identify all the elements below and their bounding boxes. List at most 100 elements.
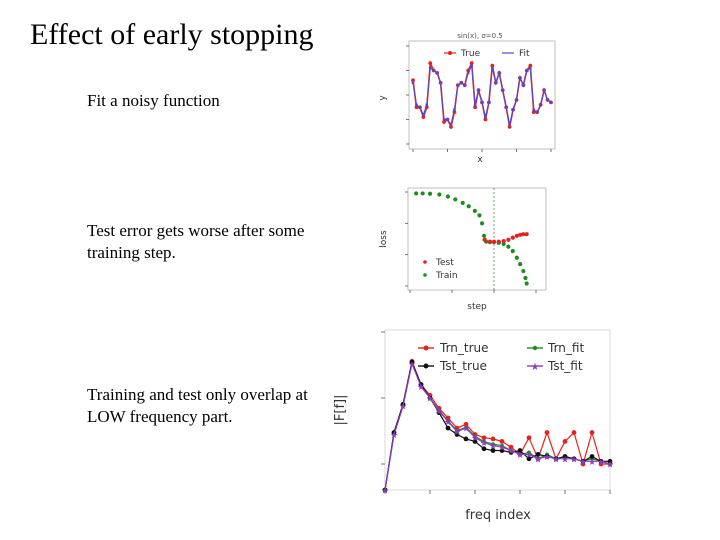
plot-area: [408, 40, 556, 150]
data-point-train: [518, 261, 523, 267]
legend-true-marker: [448, 51, 452, 55]
data-point-fit: [449, 123, 453, 126]
data-point-tst-fit: ★: [390, 431, 398, 441]
data-point-fit: [539, 103, 542, 107]
data-point-fit: [470, 64, 473, 67]
data-point-tst-fit: ★: [498, 444, 506, 454]
legend-test: Test: [435, 258, 454, 268]
data-point-fit: [453, 108, 456, 111]
data-point-tst-fit: ★: [534, 455, 542, 465]
data-point-true: [421, 115, 426, 119]
data-point-tst-true: [481, 446, 487, 452]
data-point-train: [477, 213, 482, 218]
data-point-fit: [487, 101, 491, 104]
data-point-train: [437, 192, 442, 197]
data-point-tst-fit: ★: [489, 442, 497, 452]
data-point-fit: [546, 98, 549, 102]
data-point-fit: [411, 81, 415, 85]
sin-fit-chart: sin(x), σ=0.5 True Fit x y: [378, 32, 556, 162]
bullet-test-error: Test error gets worse after some trainin…: [87, 221, 305, 262]
data-point-train: [445, 194, 451, 199]
data-point-train: [479, 221, 485, 226]
data-point-fit: [480, 101, 484, 104]
data-point-fit: [432, 69, 435, 72]
data-point-tst-fit: ★: [543, 453, 551, 463]
data-point-test: [518, 232, 523, 237]
legend-tst-fit: Tst_fit: [547, 359, 583, 373]
data-point-trn-true: [481, 435, 487, 441]
data-point-tst-true: [535, 451, 541, 457]
data-point-tst-fit: ★: [570, 455, 578, 465]
legend-tst-fit-marker: ★: [531, 362, 540, 373]
data-point-trn-true: [589, 430, 595, 435]
series-line-tst-fit: [384, 361, 611, 491]
data-point-true: [483, 117, 488, 122]
legend-true: True: [460, 49, 481, 59]
data-point-true: [507, 124, 512, 129]
data-point-tst-true: [463, 436, 469, 442]
data-point-fit: [477, 88, 480, 92]
data-point-fit: [466, 71, 470, 75]
data-point-fit: [484, 115, 487, 119]
data-point-trn-true: [571, 430, 577, 435]
y-axis-label: y: [378, 95, 388, 101]
data-point-test: [501, 239, 506, 244]
data-point-fit: [460, 81, 463, 85]
data-point-tst-true: [409, 359, 415, 365]
data-point-fit: [418, 105, 422, 109]
data-point-tst-fit: ★: [444, 418, 452, 428]
frequency-chart: ★★★★★★★★★ ★★ ★ ★ ★ ★ ★ ★ ★ ★ ★ ★ ★ ★ ★ ★ ★ Trn_true Trn_…: [333, 329, 614, 523]
data-point-train: [510, 248, 515, 254]
data-point-fit: [511, 108, 515, 111]
data-point-tst-fit: ★: [462, 425, 470, 435]
data-point-fit: [529, 66, 532, 70]
data-point-train: [472, 208, 477, 213]
data-point-fit: [473, 103, 477, 107]
legend-fit: Fit: [519, 49, 530, 59]
data-point-tst-true: [607, 458, 613, 464]
x-axis-label: freq index: [465, 508, 531, 523]
data-point-tst-true: [562, 454, 568, 459]
data-point-test: [524, 232, 529, 237]
data-point-fit: [425, 103, 429, 107]
legend-tst-true: Tst_true: [439, 359, 487, 373]
data-point-tst-fit: ★: [525, 451, 533, 461]
data-point-fit: [542, 88, 546, 92]
data-point-fit: [532, 108, 536, 111]
data-point-fit: [535, 110, 539, 114]
data-point-tst-true: [517, 448, 523, 453]
data-point-tst-fit: ★: [408, 360, 416, 370]
data-point-fit: [525, 69, 529, 72]
data-point-fit: [491, 66, 494, 70]
data-point-tst-fit: ★: [561, 455, 569, 465]
data-point-test: [491, 239, 497, 244]
data-point-test: [482, 237, 487, 242]
data-point-tst-true: [499, 448, 505, 453]
data-point-tst-true: [472, 439, 478, 444]
data-point-true: [469, 61, 474, 66]
plot-area: [407, 187, 547, 291]
data-point-train: [420, 191, 425, 196]
data-point-tst-fit: ★: [516, 451, 524, 461]
bullet-noisy-function: Fit a noisy function: [87, 91, 220, 110]
data-point-test: [521, 232, 526, 237]
data-point-true: [490, 63, 495, 68]
data-point-true: [414, 105, 419, 110]
data-point-train: [514, 255, 519, 260]
data-point-true: [411, 78, 415, 83]
data-point-tst-true: [454, 432, 460, 437]
data-point-tst-fit: ★: [507, 447, 515, 457]
data-point-fit: [522, 83, 525, 87]
data-point-train: [466, 204, 471, 209]
data-point-fit: [456, 83, 460, 87]
data-point-fit: [501, 88, 504, 92]
legend-trn-true: Trn_true: [439, 341, 489, 355]
data-point-fit: [439, 81, 442, 85]
data-point-fit: [515, 98, 518, 102]
loss-chart: Test Train step loss: [379, 187, 547, 312]
data-point-true: [442, 120, 446, 124]
data-point-fit: [504, 105, 508, 109]
data-point-fit: [518, 76, 522, 80]
data-point-fit: [508, 123, 511, 126]
chart-title: sin(x), σ=0.5: [457, 32, 503, 40]
